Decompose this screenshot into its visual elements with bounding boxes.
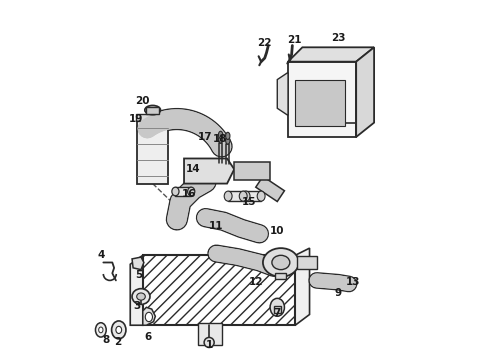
Bar (228, 191, 246, 201)
Text: 19: 19 (128, 114, 143, 124)
Bar (175, 187, 191, 196)
Text: 16: 16 (182, 189, 196, 199)
Text: 5: 5 (136, 270, 143, 280)
Ellipse shape (116, 326, 122, 333)
Text: 2: 2 (114, 337, 122, 347)
Text: 10: 10 (270, 226, 285, 236)
Text: 20: 20 (136, 96, 150, 106)
Text: 22: 22 (257, 38, 272, 48)
Ellipse shape (225, 137, 230, 144)
Ellipse shape (263, 248, 299, 277)
Polygon shape (356, 47, 374, 137)
Text: 17: 17 (198, 132, 213, 142)
Ellipse shape (257, 191, 265, 201)
Polygon shape (137, 121, 168, 184)
Polygon shape (130, 255, 143, 325)
Polygon shape (184, 158, 234, 184)
Text: 11: 11 (209, 221, 223, 230)
Ellipse shape (239, 191, 247, 201)
Polygon shape (132, 257, 144, 270)
Text: 21: 21 (287, 35, 302, 45)
Text: 15: 15 (242, 197, 256, 207)
Text: 13: 13 (345, 277, 360, 287)
Ellipse shape (137, 293, 146, 300)
Ellipse shape (98, 327, 103, 333)
Ellipse shape (270, 298, 285, 316)
Polygon shape (234, 162, 270, 180)
Text: 1: 1 (205, 340, 213, 350)
Polygon shape (295, 248, 310, 325)
Polygon shape (256, 176, 285, 202)
Ellipse shape (219, 136, 223, 143)
Ellipse shape (204, 337, 214, 347)
Polygon shape (143, 307, 155, 325)
Bar (274, 306, 281, 313)
Ellipse shape (188, 187, 195, 196)
Polygon shape (136, 114, 170, 121)
Ellipse shape (272, 255, 290, 270)
Polygon shape (295, 80, 345, 126)
Bar (146, 107, 159, 114)
Ellipse shape (219, 131, 223, 138)
Text: 18: 18 (213, 134, 227, 144)
Polygon shape (288, 47, 374, 62)
Text: 9: 9 (335, 288, 342, 298)
Text: 4: 4 (98, 250, 105, 260)
Ellipse shape (224, 191, 232, 201)
Text: 23: 23 (331, 33, 345, 43)
Ellipse shape (145, 105, 161, 115)
Bar (198, 323, 221, 345)
Ellipse shape (132, 289, 150, 305)
Ellipse shape (172, 187, 179, 196)
Ellipse shape (112, 321, 126, 339)
Bar (297, 256, 317, 269)
Bar (243, 191, 261, 201)
Text: 3: 3 (134, 301, 141, 311)
Text: 8: 8 (102, 335, 109, 345)
Text: 7: 7 (273, 309, 281, 318)
Text: 6: 6 (145, 332, 152, 342)
Bar (143, 255, 295, 325)
Ellipse shape (96, 323, 106, 337)
Ellipse shape (225, 132, 230, 139)
Polygon shape (277, 72, 288, 116)
Bar (275, 273, 286, 279)
Polygon shape (288, 62, 356, 137)
Ellipse shape (146, 312, 152, 321)
Text: 12: 12 (248, 277, 263, 287)
Text: 14: 14 (186, 164, 200, 174)
Ellipse shape (242, 191, 250, 201)
